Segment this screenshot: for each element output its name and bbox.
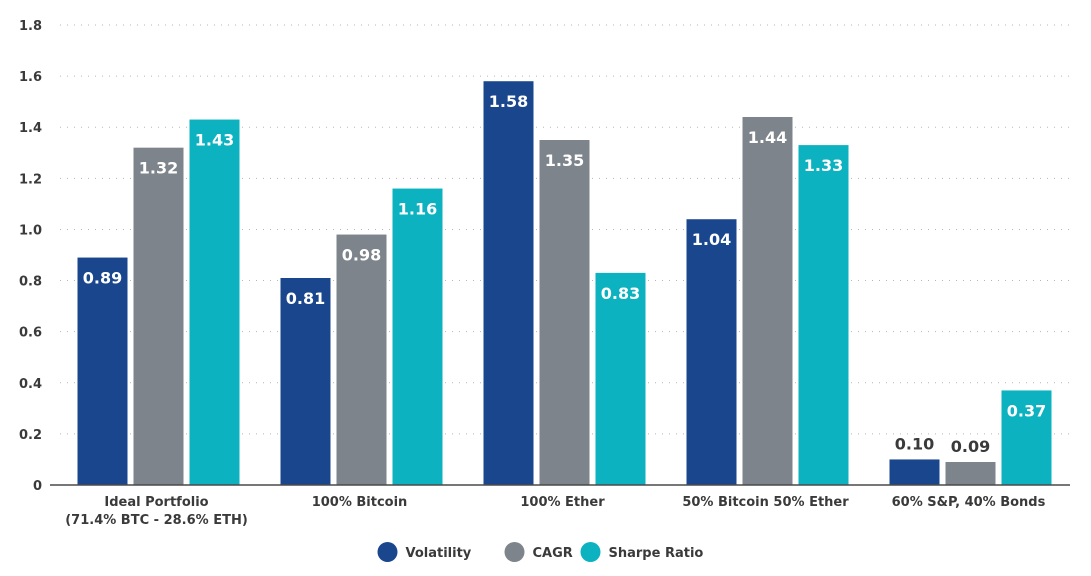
bar-sharpe-ratio xyxy=(1001,390,1052,485)
y-axis: 0 0.2 0.4 0.6 0.8 1.0 1.2 1.4 1.6 1.8 xyxy=(19,19,42,494)
data-label: 0.81 xyxy=(286,289,325,308)
bar-sharpe-ratio xyxy=(798,145,849,485)
data-label: 0.98 xyxy=(342,246,381,265)
y-tick-label: 0 xyxy=(33,479,42,494)
bar-volatility xyxy=(889,459,940,485)
bar-cagr xyxy=(133,147,184,485)
legend-label: Volatility xyxy=(406,546,472,561)
y-tick-label: 0.6 xyxy=(19,326,42,341)
y-tick-label: 1.0 xyxy=(19,223,42,238)
legend-swatch-cagr xyxy=(504,542,525,562)
data-label: 1.43 xyxy=(195,131,234,150)
y-tick-label: 1.4 xyxy=(19,121,42,136)
x-category-label: (71.4% BTC - 28.6% ETH) xyxy=(65,513,248,528)
data-label: 0.37 xyxy=(1007,401,1046,420)
data-label: 1.33 xyxy=(804,156,843,175)
data-label: 1.16 xyxy=(398,200,437,219)
y-tick-label: 0.2 xyxy=(19,428,42,443)
legend: Volatility CAGR Sharpe Ratio xyxy=(377,542,704,562)
legend-swatch-sharpe-ratio xyxy=(580,542,601,562)
bar-cagr xyxy=(336,234,387,485)
bar-cagr xyxy=(539,140,590,485)
data-label: 0.09 xyxy=(951,437,990,456)
bar-cagr xyxy=(742,117,793,485)
y-tick-label: 1.2 xyxy=(19,172,42,187)
data-label: 0.89 xyxy=(83,269,122,288)
legend-label: CAGR xyxy=(533,546,573,561)
bars: 0.89 1.32 1.43 0.81 0.98 1.16 1.58 1.35 0.83 1.04… xyxy=(77,81,1052,486)
data-label: 1.04 xyxy=(692,230,731,249)
data-label: 0.83 xyxy=(601,284,640,303)
data-label: 0.10 xyxy=(895,434,934,453)
x-category-label: Ideal Portfolio xyxy=(104,495,208,510)
bar-sharpe-ratio xyxy=(595,272,646,485)
data-label: 1.32 xyxy=(139,159,178,178)
bar-volatility xyxy=(77,257,128,485)
bar-volatility xyxy=(686,219,737,485)
legend-swatch-volatility xyxy=(377,542,398,562)
data-label: 1.44 xyxy=(748,128,787,147)
y-tick-label: 1.6 xyxy=(19,70,42,85)
x-category-label: 100% Bitcoin xyxy=(312,495,408,510)
y-tick-label: 1.8 xyxy=(19,19,42,34)
y-tick-label: 0.8 xyxy=(19,275,42,290)
x-axis: Ideal Portfolio (71.4% BTC - 28.6% ETH) 10… xyxy=(50,484,1070,528)
data-label: 1.35 xyxy=(545,151,584,170)
x-category-label: 100% Ether xyxy=(520,495,605,510)
legend-label: Sharpe Ratio xyxy=(609,546,704,561)
data-label: 1.58 xyxy=(489,92,528,111)
bar-volatility xyxy=(280,278,331,485)
bar-sharpe-ratio xyxy=(392,188,443,486)
x-category-label: 50% Bitcoin 50% Ether xyxy=(682,495,849,510)
bar-sharpe-ratio xyxy=(189,119,240,486)
bar-cagr xyxy=(945,462,996,485)
bar-volatility xyxy=(483,81,534,485)
x-category-label: 60% S&P, 40% Bonds xyxy=(892,495,1046,510)
y-tick-label: 0.4 xyxy=(19,377,42,392)
